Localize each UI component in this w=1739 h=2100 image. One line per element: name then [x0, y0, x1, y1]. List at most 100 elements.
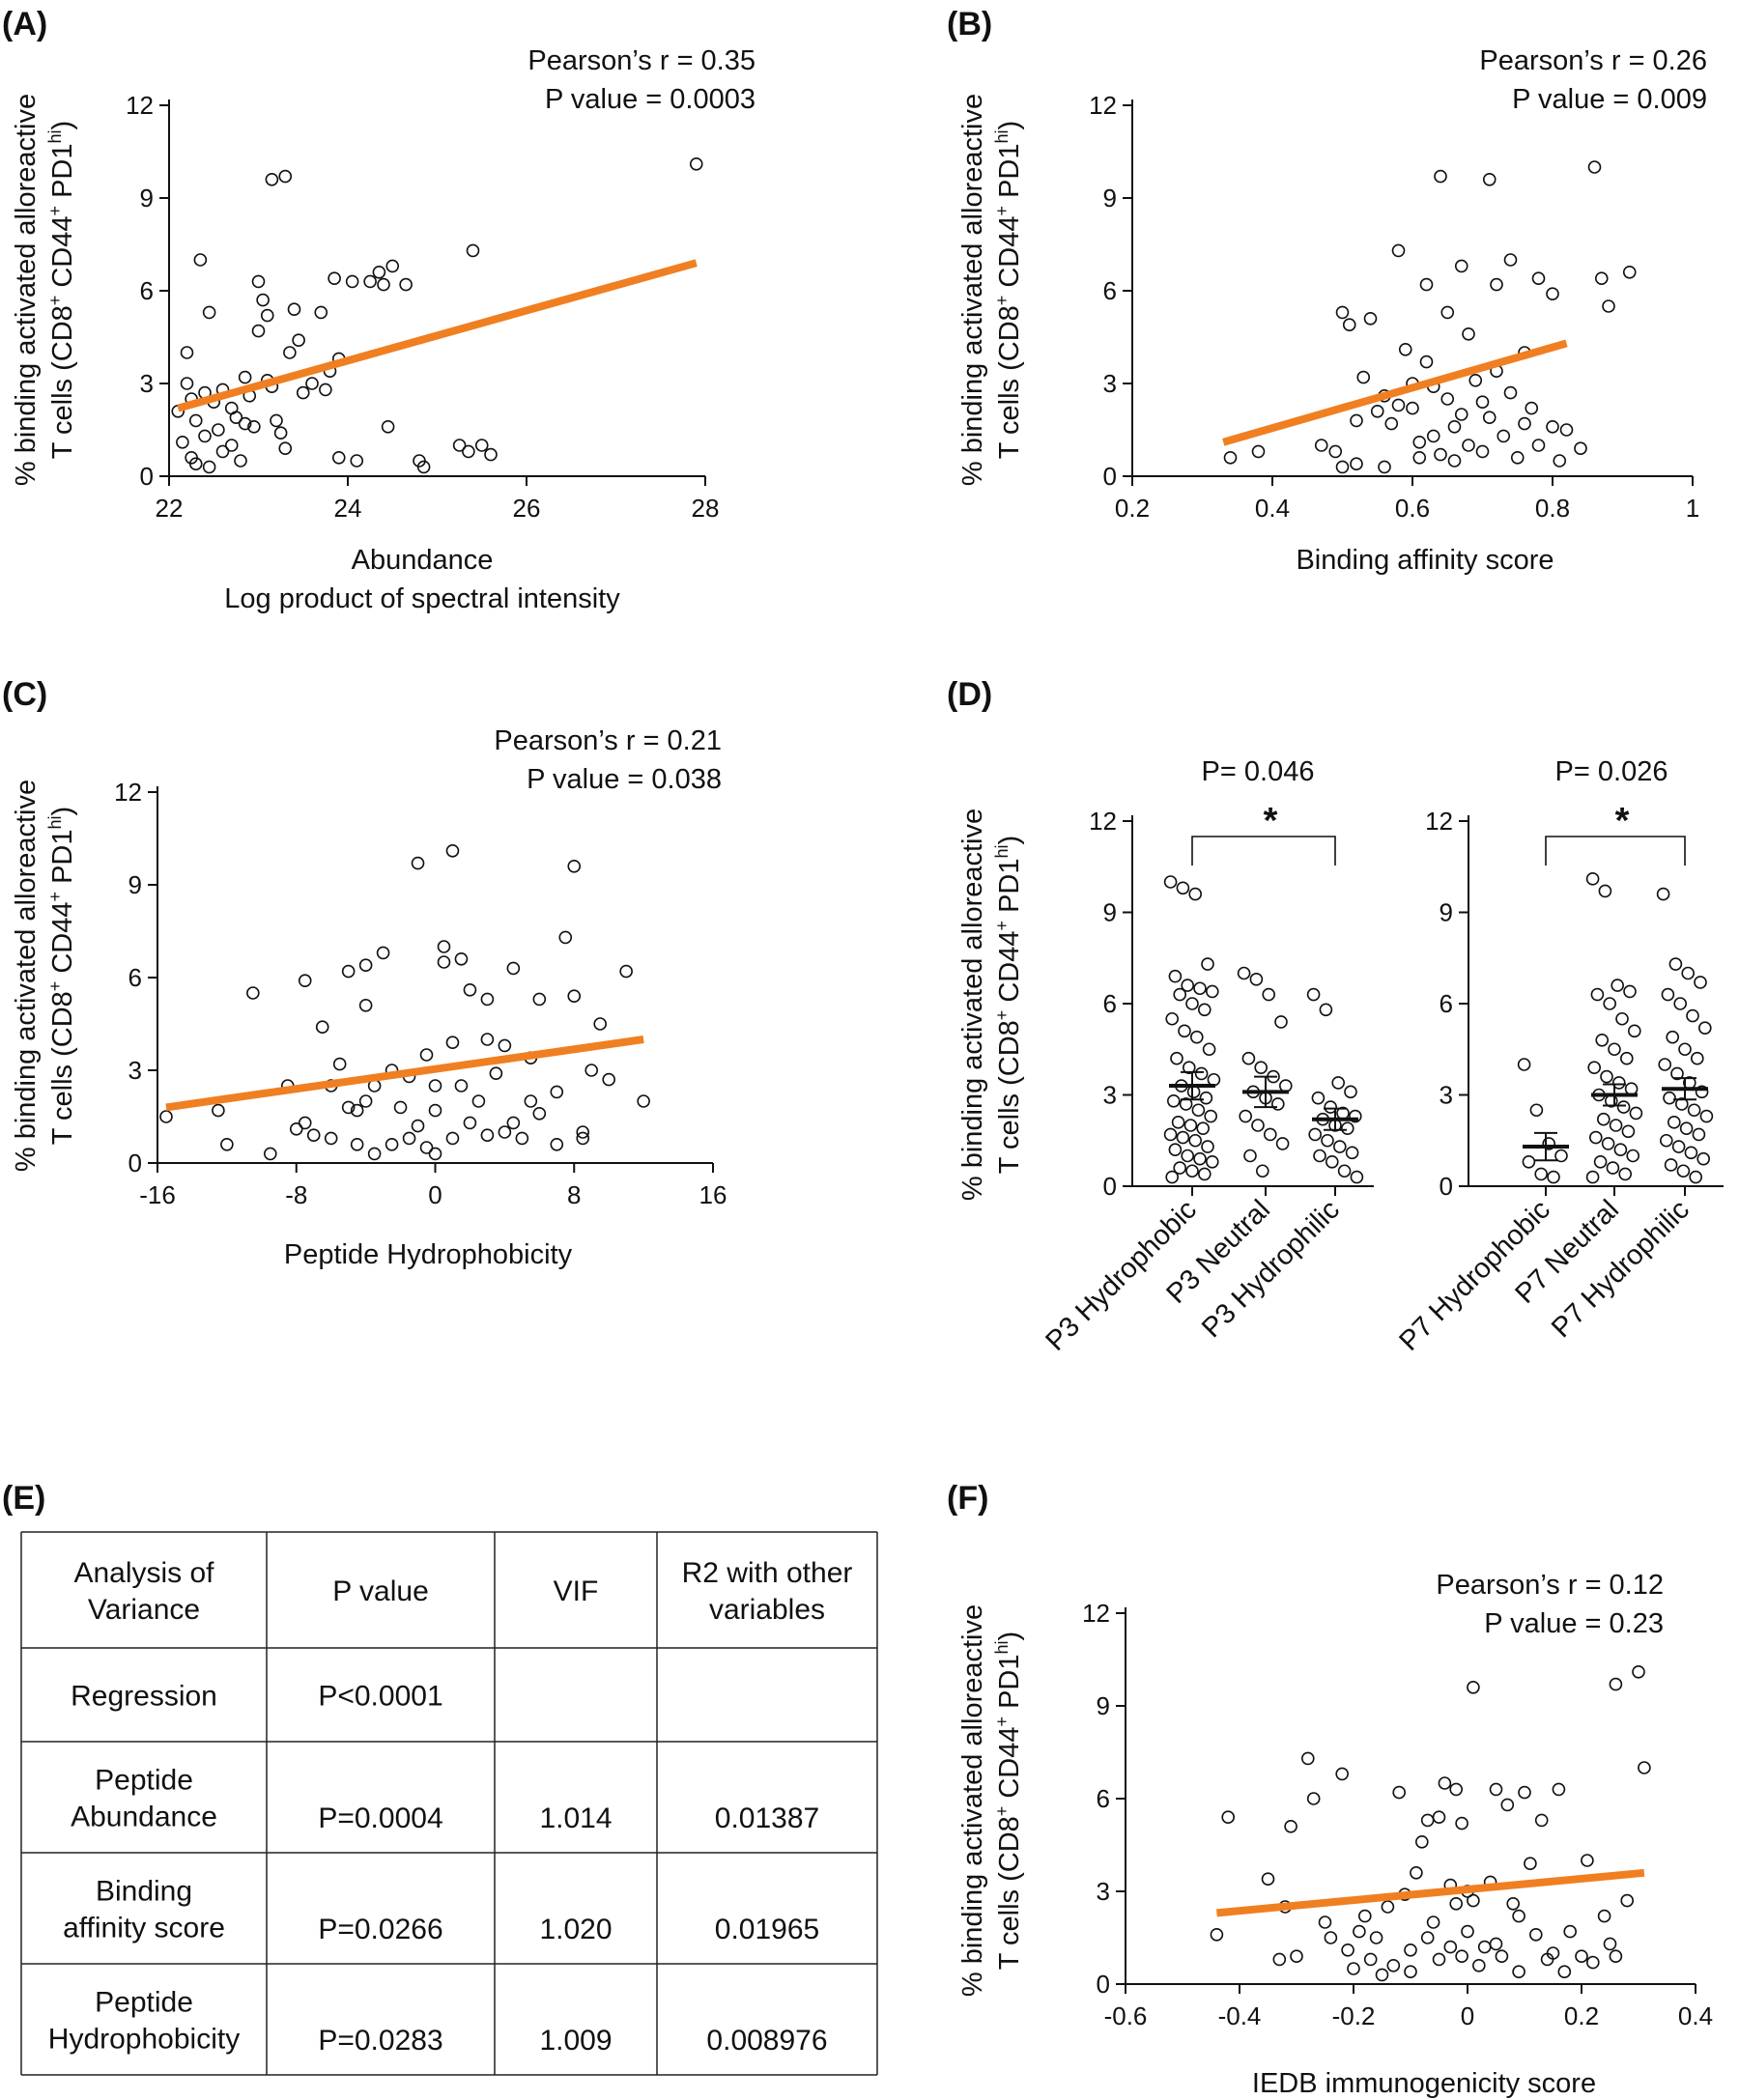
y-tick-label: 0 [1103, 1172, 1117, 1201]
data-point [1350, 1170, 1364, 1184]
data-point [1274, 1015, 1288, 1029]
data-point [576, 1131, 590, 1146]
cell-line: P=0.0283 [318, 2025, 442, 2057]
x-tick-label: 16 [699, 1180, 727, 1209]
data-point [437, 955, 451, 969]
data-point [1237, 966, 1251, 980]
y-tick-label: 0 [1097, 1970, 1110, 1999]
superscript: + [992, 296, 1012, 306]
data-point [358, 1094, 373, 1108]
data-point [454, 951, 469, 966]
data-point [1628, 1024, 1641, 1038]
label-part: PD1 [994, 143, 1025, 205]
y-tick-label: 3 [1103, 369, 1117, 398]
data-point [1443, 1940, 1458, 1954]
data-point [428, 1103, 442, 1118]
label-part: ) [994, 1632, 1025, 1641]
data-point [1324, 1931, 1338, 1944]
x-tick-label: 0 [1461, 2001, 1474, 2030]
data-point [1341, 1121, 1354, 1135]
label-part: T cells (CD8 [994, 1020, 1025, 1174]
data-point [180, 346, 194, 359]
data-point [402, 1131, 416, 1146]
data-point [1608, 1042, 1621, 1057]
data-point [251, 324, 266, 338]
y-tick-label: 0 [140, 462, 154, 491]
data-point [1173, 987, 1186, 1002]
label-part: PD1 [994, 858, 1025, 920]
chart-a: 0 3 6 9 12 22 24 26 28 [126, 91, 719, 523]
data-point [1412, 450, 1427, 465]
data-point [1404, 1944, 1417, 1957]
data-point [1574, 441, 1587, 456]
data-point [283, 346, 297, 359]
data-point [238, 416, 252, 431]
data-point [1624, 1082, 1639, 1095]
data-point [558, 930, 573, 945]
data-point [1301, 1751, 1315, 1766]
y-tick-label: 3 [1097, 1877, 1110, 1906]
data-point [1553, 454, 1567, 468]
data-point [1449, 1782, 1463, 1797]
data-point [1612, 1076, 1626, 1090]
y-axis-title-line2: T cells (CD8+ CD44+ PD1hi) [992, 836, 1025, 1174]
data-point [1207, 1072, 1221, 1087]
data-point [305, 377, 319, 390]
data-point [452, 439, 467, 452]
label-part: T cells (CD8 [47, 991, 78, 1145]
data-point [1589, 1130, 1603, 1145]
data-point [1306, 1792, 1321, 1805]
data-point [1404, 1965, 1417, 1978]
stat-b-p: P value = 0.009 [1512, 84, 1707, 115]
data-point [437, 940, 451, 953]
data-point [358, 958, 373, 973]
data-point [331, 450, 346, 465]
data-point [1198, 1167, 1212, 1181]
data-point [180, 377, 194, 390]
panel-label-c: (C) [2, 676, 47, 713]
data-point [1243, 1149, 1257, 1163]
data-point [689, 157, 703, 171]
data-point [1440, 305, 1455, 320]
data-point [1468, 373, 1483, 387]
data-point [1447, 419, 1462, 434]
y-tick-label: 9 [128, 870, 142, 899]
data-point [220, 1138, 234, 1151]
y-axis-title: % binding activated alloreactive T cells … [957, 1604, 1025, 1997]
data-point [1432, 1810, 1446, 1824]
data-point [1434, 169, 1447, 184]
data-point [278, 169, 293, 184]
y-axis-title-line2: T cells (CD8+ CD44+ PD1hi) [45, 121, 78, 459]
table-header-cell: Analysis of Variance [73, 1557, 214, 1626]
data-point [1358, 1909, 1372, 1923]
data-point [1350, 413, 1363, 428]
data-point [1622, 265, 1637, 279]
data-point [489, 1066, 503, 1080]
data-point [567, 989, 582, 1003]
x-tick-label: 0 [428, 1180, 442, 1209]
data-point [1489, 1782, 1503, 1797]
y-tick-label: 6 [1103, 276, 1117, 305]
chart-f: 0 3 6 9 12 -0.6 -0.4 -0.2 0 0.2 0.4 [1082, 1599, 1713, 2030]
superscript: hi [992, 1640, 1012, 1654]
superscript: hi [992, 844, 1012, 858]
data-point [1679, 1121, 1694, 1135]
data-point [1467, 1893, 1480, 1908]
x-tick-label: -16 [139, 1180, 176, 1209]
data-point [1664, 1158, 1678, 1172]
superscript: + [45, 206, 65, 216]
data-point [372, 265, 386, 279]
cell-line: 0.01965 [715, 1914, 819, 1945]
data-point [229, 411, 243, 425]
data-point [480, 1128, 495, 1142]
data-point [1311, 1091, 1326, 1105]
data-point [1559, 423, 1574, 437]
data-point [1344, 1085, 1357, 1099]
data-point [1663, 1091, 1676, 1105]
superscript: hi [45, 815, 65, 829]
data-point [1167, 1094, 1181, 1108]
label-part: PD1 [47, 143, 78, 205]
data-point [1497, 429, 1511, 443]
data-point [1671, 1140, 1686, 1153]
